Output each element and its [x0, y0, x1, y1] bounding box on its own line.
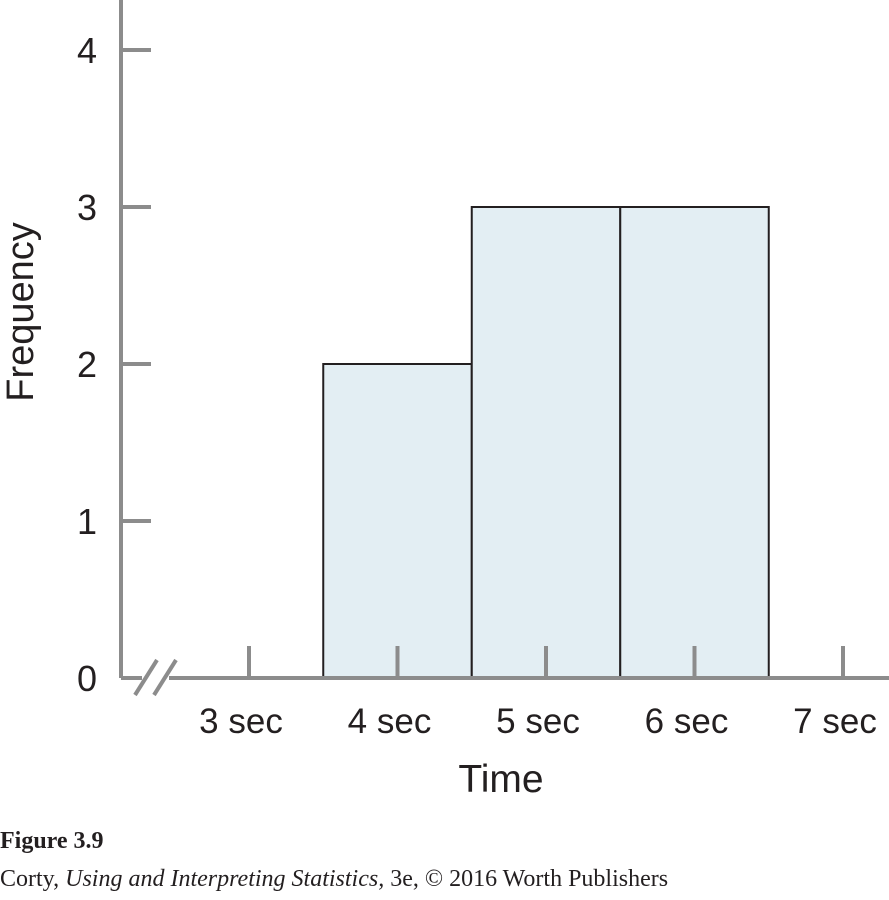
bar-4-sec	[322, 363, 473, 679]
credit-rest: 3e, © 2016 Worth Publishers	[384, 866, 669, 892]
y-tick-label-0: 0	[77, 658, 97, 699]
x-tick-label-4-sec: 4 sec	[348, 702, 432, 741]
histogram-chart: 0 1 2 3 4 3 sec 4 sec 5 sec 6 sec 7 sec Time Freque…	[0, 0, 889, 801]
y-tick-label-4: 4	[77, 30, 97, 71]
y-tick-label-3: 3	[77, 187, 97, 228]
x-tick-label-7-sec: 7 sec	[793, 702, 877, 741]
axis-break-mark-left	[133, 658, 159, 697]
y-tick-label-1: 1	[77, 501, 97, 542]
x-tick-label-3-sec: 3 sec	[199, 702, 283, 741]
bar-5-sec	[470, 206, 622, 679]
figure-credit: Corty, Using and Interpreting Statistics…	[0, 866, 668, 893]
axes-layer	[119, 0, 889, 697]
labels-layer: 0 1 2 3 4 3 sec 4 sec 5 sec 6 sec 7 sec Time Freque…	[0, 30, 877, 801]
credit-author: Corty,	[0, 866, 66, 892]
y-axis-title: Frequency	[0, 222, 42, 402]
x-axis-title: Time	[458, 758, 543, 801]
x-tick-label-5-sec: 5 sec	[496, 702, 580, 741]
x-tick-label-6-sec: 6 sec	[645, 702, 729, 741]
bars-layer	[322, 206, 770, 679]
y-tick-label-2: 2	[77, 344, 97, 385]
axis-break-gap	[142, 674, 169, 682]
bar-6-sec	[619, 206, 770, 679]
figure-label: Figure 3.9	[0, 828, 104, 854]
credit-title: Using and Interpreting Statistics,	[65, 866, 385, 892]
axis-break-mark-right	[152, 658, 178, 697]
